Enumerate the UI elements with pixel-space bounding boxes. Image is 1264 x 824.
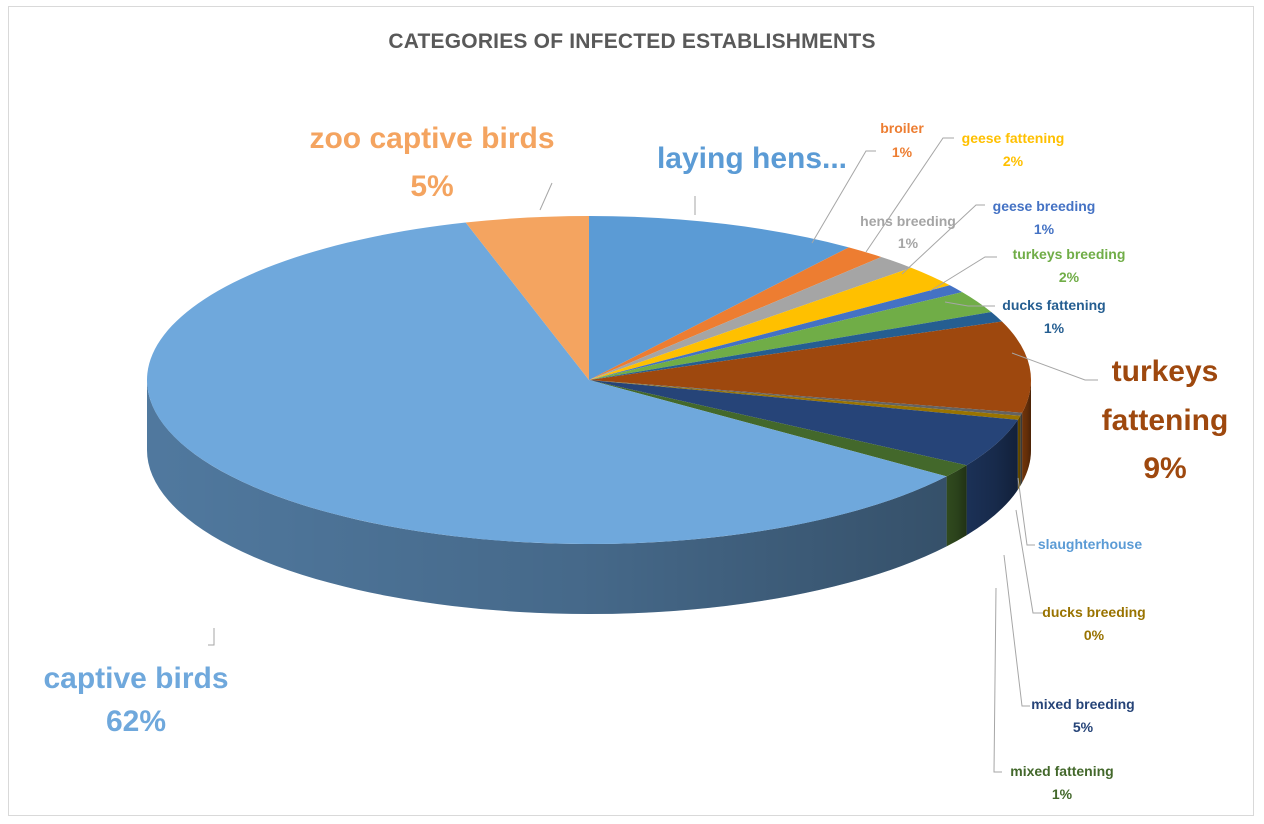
slice-ducks-fattening[interactable] [589, 312, 1002, 380]
slice-captive-birds[interactable] [147, 222, 947, 544]
slice-ducks-breeding[interactable] [589, 380, 1021, 420]
slice-mixed-fattening[interactable] [589, 380, 967, 477]
leader-line-geese-fattening [865, 137, 954, 253]
chart-title: CATEGORIES OF INFECTED ESTABLISHMENTS [388, 30, 875, 53]
slice-laying-hens[interactable] [589, 216, 849, 380]
slice-mixed-breeding[interactable] [589, 380, 1018, 466]
side-shade-captive-birds [147, 380, 947, 615]
label-name-ducks-breeding: ducks breeding [1042, 604, 1145, 620]
label-value-captive-birds: 62% [106, 705, 166, 738]
label-value-turkeys-fattening: 9% [1143, 452, 1186, 485]
label-name-geese-breeding: geese breeding [993, 198, 1096, 214]
slice-slaughterhouse[interactable] [589, 380, 1023, 416]
side-shade-slaughterhouse [1020, 412, 1023, 486]
leader-line-turkeys-fattening [1011, 352, 1098, 381]
leader-line-ducks-fattening [944, 301, 995, 307]
label-value-hens-breeding: 1% [898, 235, 919, 251]
label-value-broiler: 1% [892, 144, 913, 160]
leader-lines [208, 137, 1098, 773]
leader-line-slaughterhouse [1017, 477, 1035, 546]
slice-geese-breeding[interactable] [589, 285, 963, 380]
slice-broiler[interactable] [589, 247, 882, 380]
leader-line-ducks-breeding [1015, 509, 1043, 614]
side-shade-mixed-breeding [966, 419, 1018, 536]
label-name-broiler: broiler [880, 120, 924, 136]
label-name-mixed-breeding: mixed breeding [1031, 696, 1134, 712]
side-shade-mixed-fattening [946, 465, 967, 547]
side-shade-turkeys-fattening [1022, 380, 1031, 483]
leader-line-broiler [811, 150, 876, 244]
label-name-slaughterhouse: slaughterhouse [1038, 536, 1142, 552]
label-name-mixed-fattening: mixed fattening [1010, 763, 1113, 779]
leader-line-mixed-breeding [1003, 554, 1030, 707]
leader-line-zoo-captive-birds [539, 182, 553, 211]
label-value-geese-breeding: 1% [1034, 221, 1055, 237]
leader-line-turkeys-breeding [929, 256, 997, 292]
slice-geese-fattening[interactable] [589, 267, 950, 380]
label-name-turkeys-breeding: turkeys breeding [1013, 246, 1126, 262]
leader-line-geese-breeding [901, 204, 985, 275]
label-value-zoo-captive-birds: 5% [410, 170, 453, 203]
slice-turkeys-fattening[interactable] [589, 321, 1032, 413]
pie-top-layer [147, 216, 1032, 544]
label-name-zoo-captive-birds: zoo captive birds [309, 122, 554, 155]
label-value-ducks-fattening: 1% [1044, 320, 1065, 336]
label-value-mixed-breeding: 5% [1073, 719, 1094, 735]
label-value-geese-fattening: 2% [1003, 153, 1024, 169]
pie-side-layer [147, 380, 1031, 615]
side-shade-ducks-breeding [1017, 415, 1021, 490]
label-name-ducks-fattening: ducks fattening [1002, 297, 1105, 313]
label-value-mixed-fattening: 1% [1052, 786, 1073, 802]
label-name-laying-hens: laying hens... [657, 142, 847, 175]
label-name-captive-birds: captive birds [43, 662, 228, 695]
label-name-turkeys-fattening: turkeys fattening [1102, 355, 1229, 437]
label-name-geese-fattening: geese fattening [962, 130, 1065, 146]
slice-turkeys-breeding[interactable] [589, 292, 992, 380]
label-name-hens-breeding: hens breeding [860, 213, 956, 229]
label-value-turkeys-breeding: 2% [1059, 269, 1080, 285]
data-labels: laying hens... broiler 1% hens breeding 1% ge… [43, 120, 1228, 802]
slice-zoo-captive-birds[interactable] [465, 216, 589, 380]
label-value-ducks-breeding: 0% [1084, 627, 1105, 643]
leader-line-captive-birds [208, 628, 215, 646]
leader-line-mixed-fattening [993, 587, 1002, 773]
slice-hens-breeding[interactable] [589, 256, 912, 380]
